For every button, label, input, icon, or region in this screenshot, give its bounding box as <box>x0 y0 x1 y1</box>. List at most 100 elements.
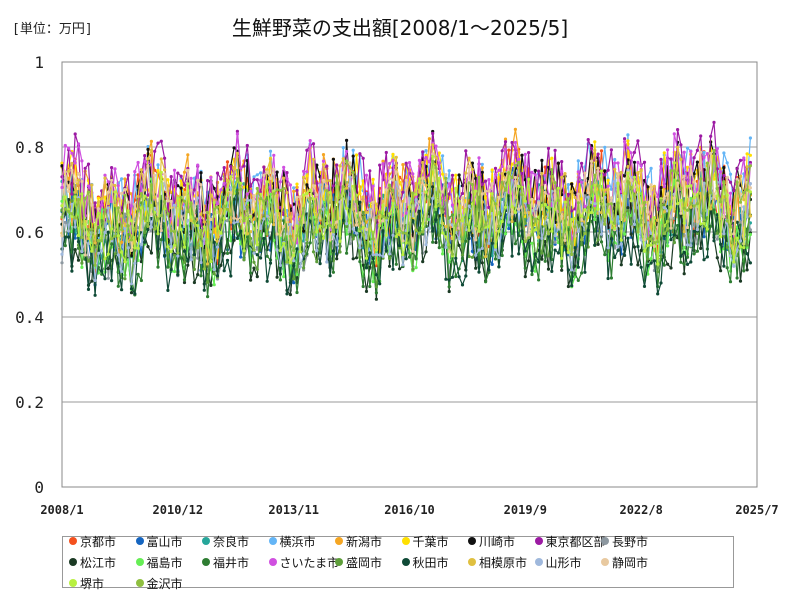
data-point <box>255 275 259 279</box>
data-point <box>715 147 719 151</box>
data-point <box>722 180 726 184</box>
data-point <box>570 252 574 257</box>
data-point <box>470 183 474 187</box>
data-point <box>636 188 640 192</box>
data-point <box>315 163 319 167</box>
data-point <box>444 225 448 229</box>
data-point <box>275 209 279 213</box>
data-point <box>646 185 650 189</box>
data-point <box>487 268 491 272</box>
data-point <box>527 233 531 237</box>
data-point <box>596 207 600 211</box>
data-point <box>745 252 749 256</box>
data-point <box>103 208 107 212</box>
data-point <box>411 191 415 195</box>
data-point <box>606 246 610 250</box>
data-point <box>728 191 733 195</box>
data-point <box>288 261 292 265</box>
data-point <box>106 266 110 271</box>
data-point <box>143 217 147 221</box>
data-point <box>133 246 137 250</box>
data-point <box>239 187 243 192</box>
data-point <box>682 150 686 154</box>
data-point <box>745 243 749 247</box>
data-point <box>460 253 465 257</box>
data-point <box>288 222 292 227</box>
data-point <box>268 149 273 153</box>
data-point <box>480 170 484 174</box>
data-point <box>434 205 438 209</box>
data-point <box>636 171 640 175</box>
data-point <box>580 214 584 218</box>
data-point <box>417 232 421 236</box>
data-point <box>116 197 120 201</box>
data-point <box>391 152 395 156</box>
data-point <box>123 260 127 264</box>
data-point <box>318 262 322 266</box>
data-point <box>722 166 726 170</box>
data-point <box>76 178 81 182</box>
x-tick-label: 2022/8 <box>619 503 662 517</box>
data-point <box>262 173 266 178</box>
data-point <box>715 167 719 171</box>
data-point <box>570 284 574 288</box>
data-point <box>722 232 726 236</box>
x-tick-label: 2008/1 <box>40 503 83 517</box>
data-point <box>182 170 187 174</box>
data-point <box>202 210 206 215</box>
data-point <box>666 227 670 231</box>
data-point <box>199 228 203 233</box>
data-point <box>540 257 544 261</box>
data-point <box>398 227 402 231</box>
data-point <box>616 181 620 185</box>
data-point <box>725 193 729 197</box>
data-point <box>570 190 574 194</box>
data-point <box>325 184 329 188</box>
data-point <box>229 165 233 169</box>
data-point <box>609 237 614 241</box>
data-point <box>136 209 140 213</box>
data-point <box>358 255 362 259</box>
data-point <box>209 193 213 197</box>
data-point <box>493 202 498 206</box>
data-point <box>83 166 87 170</box>
data-point <box>285 177 289 181</box>
data-point <box>172 203 177 207</box>
data-point <box>649 183 653 187</box>
data-point <box>255 253 259 257</box>
data-point <box>60 185 64 190</box>
legend-label: 秋田市 <box>412 555 449 570</box>
data-point <box>288 183 292 187</box>
data-point <box>424 221 428 225</box>
data-point <box>106 206 110 210</box>
data-point <box>129 219 134 223</box>
data-point <box>381 254 385 258</box>
data-point <box>86 233 91 237</box>
data-point <box>437 176 441 180</box>
data-point <box>576 278 580 282</box>
data-point <box>206 179 210 183</box>
data-point <box>133 170 137 174</box>
data-point <box>676 128 680 132</box>
data-point <box>672 241 676 245</box>
data-point <box>656 292 660 296</box>
data-point <box>401 199 405 203</box>
data-point <box>292 264 296 268</box>
data-point <box>497 195 501 200</box>
data-point <box>374 297 378 301</box>
data-point <box>245 143 249 148</box>
data-point <box>460 196 465 200</box>
legend-label: 福島市 <box>146 555 183 570</box>
data-point <box>583 231 587 236</box>
data-point <box>748 190 753 194</box>
data-point <box>295 188 299 192</box>
data-point <box>560 264 564 268</box>
data-point <box>80 235 84 239</box>
data-point <box>292 277 296 281</box>
data-point <box>305 238 309 242</box>
data-point <box>374 261 378 265</box>
data-point <box>570 182 574 186</box>
data-point <box>546 254 551 258</box>
data-point <box>156 247 160 251</box>
legend-marker <box>268 558 277 566</box>
